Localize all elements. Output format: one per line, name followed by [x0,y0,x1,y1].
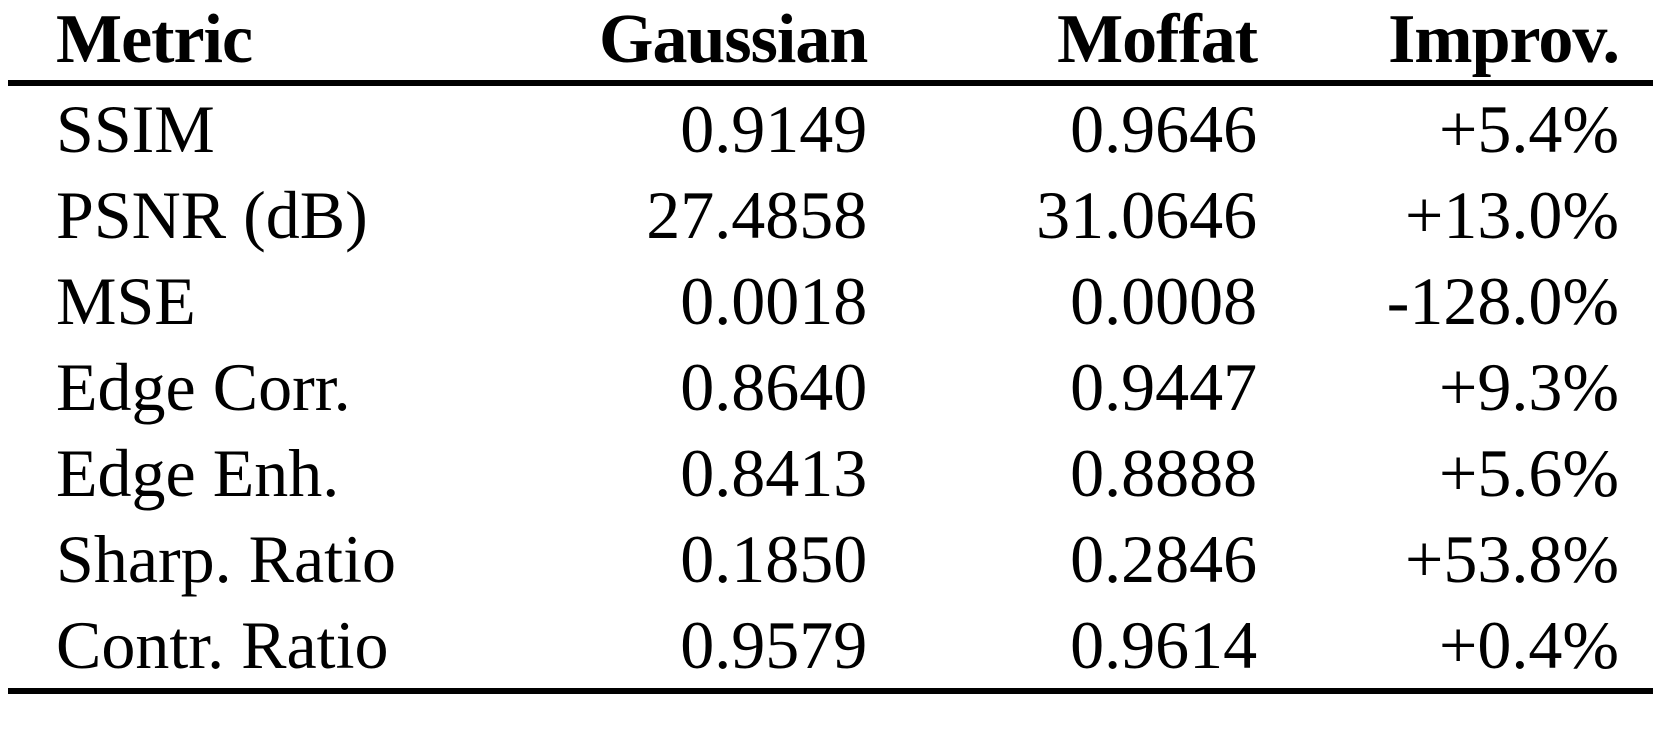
gaussian-cell: 0.9579 [680,606,868,683]
moffat-cell: 0.9447 [1070,348,1258,425]
header-metric: Metric [56,1,253,78]
table-header-row: Metric Gaussian Moffat Improv. [8,0,1653,83]
improv-cell: +5.6% [1439,434,1619,511]
table-row: Contr. Ratio 0.9579 0.9614 +0.4% [8,602,1653,691]
table-row: PSNR (dB) 27.4858 31.0646 +13.0% [8,172,1653,258]
metric-cell: SSIM [56,90,215,167]
improv-cell: +0.4% [1439,606,1619,683]
gaussian-cell: 0.1850 [680,520,868,597]
improv-cell: +13.0% [1405,176,1619,253]
table-row: MSE 0.0018 0.0008 -128.0% [8,258,1653,344]
table-row: Sharp. Ratio 0.1850 0.2846 +53.8% [8,516,1653,602]
gaussian-cell: 27.4858 [646,176,868,253]
gaussian-cell: 0.8413 [680,434,868,511]
header-moffat: Moffat [1057,1,1258,78]
improv-cell: -128.0% [1386,262,1619,339]
moffat-cell: 0.9646 [1070,90,1258,167]
metric-cell: Sharp. Ratio [56,520,396,597]
metric-cell: Edge Enh. [56,434,340,511]
gaussian-cell: 0.8640 [680,348,868,425]
gaussian-cell: 0.0018 [680,262,868,339]
table-row: SSIM 0.9149 0.9646 +5.4% [8,83,1653,172]
metric-cell: MSE [56,262,196,339]
moffat-cell: 0.9614 [1070,606,1258,683]
paper-table-container: Metric Gaussian Moffat Improv. SSIM 0.91… [8,0,1653,694]
metric-cell: PSNR (dB) [56,176,368,253]
moffat-cell: 0.2846 [1070,520,1258,597]
table-row: Edge Enh. 0.8413 0.8888 +5.6% [8,430,1653,516]
improv-cell: +53.8% [1405,520,1619,597]
header-gaussian: Gaussian [599,1,868,78]
improv-cell: +9.3% [1439,348,1619,425]
moffat-cell: 0.0008 [1070,262,1258,339]
gaussian-cell: 0.9149 [680,90,868,167]
moffat-cell: 31.0646 [1036,176,1258,253]
metric-cell: Edge Corr. [56,348,351,425]
table-row: Edge Corr. 0.8640 0.9447 +9.3% [8,344,1653,430]
metric-cell: Contr. Ratio [56,606,389,683]
moffat-cell: 0.8888 [1070,434,1258,511]
improv-cell: +5.4% [1439,90,1619,167]
header-improv: Improv. [1388,1,1620,78]
metrics-comparison-table: Metric Gaussian Moffat Improv. SSIM 0.91… [8,0,1653,694]
